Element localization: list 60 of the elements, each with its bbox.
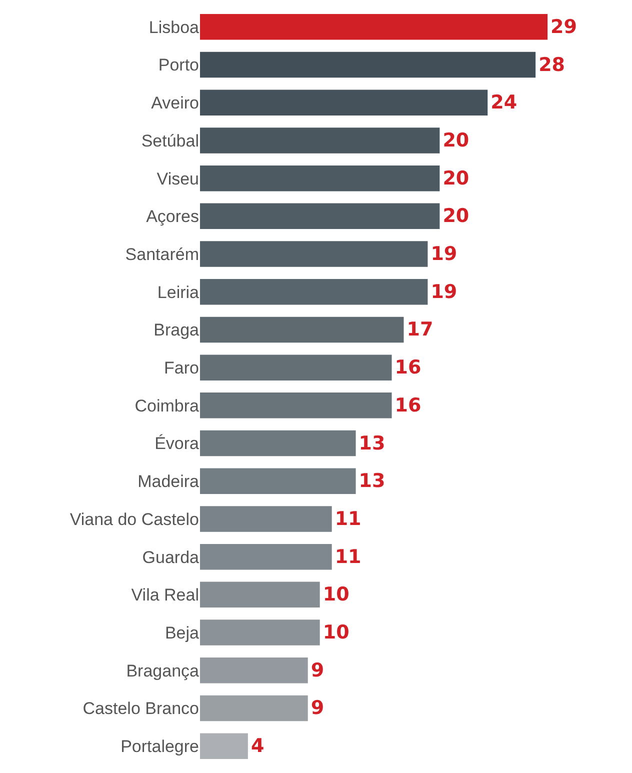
data-label: 28 (538, 54, 566, 76)
data-label: 11 (334, 508, 362, 530)
y-tick-label: Viseu (156, 169, 199, 188)
bar (200, 620, 320, 646)
bar (200, 316, 404, 343)
data-label: 16 (394, 356, 422, 379)
data-label: 19 (430, 243, 458, 266)
data-label: 17 (406, 318, 434, 341)
y-tick-label: Açores (146, 207, 199, 226)
y-tick-label: Santarém (125, 244, 199, 264)
bar (200, 203, 440, 230)
bar (200, 279, 428, 305)
data-label: 13 (358, 432, 386, 454)
data-label: 20 (442, 167, 470, 190)
data-label: 9 (310, 697, 324, 720)
bar (200, 544, 332, 570)
data-label: 20 (442, 205, 470, 228)
y-tick-label: Porto (158, 56, 199, 75)
bar (200, 468, 356, 494)
bar (200, 430, 356, 456)
y-tick-label: Coimbra (134, 396, 200, 416)
y-tick-label: Guarda (142, 548, 200, 567)
y-tick-label: Setúbal (141, 131, 199, 150)
y-tick-label: Viana do Castelo (70, 510, 199, 529)
y-tick-label: Évora (154, 434, 200, 454)
y-tick-label: Braga (154, 320, 200, 340)
bar (200, 14, 548, 40)
y-tick-label: Beja (164, 623, 200, 642)
bar (200, 90, 488, 116)
y-tick-label: Bragança (126, 661, 200, 680)
data-label: 10 (322, 622, 350, 644)
bar (200, 128, 440, 154)
data-label: 9 (310, 659, 324, 682)
bar (200, 695, 308, 722)
data-label: 10 (322, 584, 350, 606)
data-label: 16 (394, 394, 422, 416)
bar (200, 733, 248, 759)
bar (200, 658, 308, 684)
data-label: 20 (442, 129, 470, 152)
data-label: 13 (358, 470, 386, 492)
data-label: 11 (334, 546, 362, 568)
y-tick-label: Castelo Branco (82, 699, 199, 718)
bar (200, 392, 392, 418)
data-label: 4 (250, 735, 264, 758)
bar (200, 165, 440, 192)
y-tick-label: Portalegre (120, 737, 199, 756)
bar (200, 354, 392, 380)
y-tick-label: Leiria (157, 282, 200, 302)
data-label: 19 (430, 280, 458, 303)
data-label: 29 (550, 16, 577, 38)
y-tick-label: Madeira (138, 472, 200, 492)
bar (200, 506, 332, 532)
y-tick-label: Vila Real (131, 586, 199, 605)
bar (200, 582, 320, 608)
y-tick-label: Faro (164, 358, 199, 378)
bar (200, 241, 428, 267)
y-tick-label: Aveiro (151, 94, 199, 113)
y-tick-label: Lisboa (148, 18, 200, 37)
data-label: 24 (490, 92, 518, 114)
bar (200, 52, 536, 78)
